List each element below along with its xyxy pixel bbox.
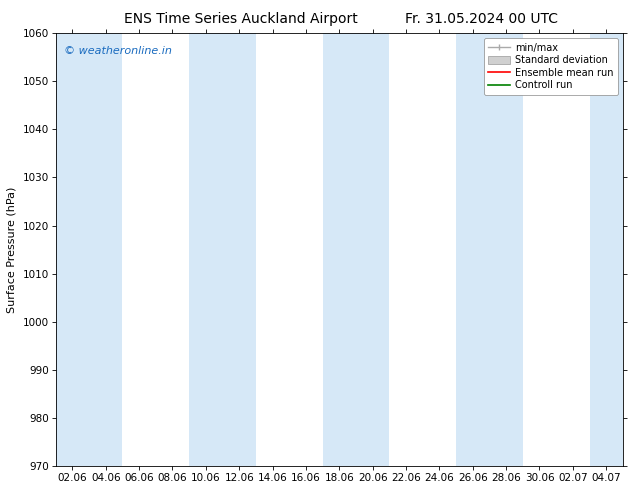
Bar: [590, 33, 623, 466]
Bar: [56, 33, 122, 466]
Bar: [189, 33, 256, 466]
Legend: min/max, Standard deviation, Ensemble mean run, Controll run: min/max, Standard deviation, Ensemble me…: [484, 38, 618, 95]
Text: © weatheronline.in: © weatheronline.in: [64, 46, 172, 56]
Y-axis label: Surface Pressure (hPa): Surface Pressure (hPa): [7, 187, 17, 313]
Bar: [456, 33, 523, 466]
Text: Fr. 31.05.2024 00 UTC: Fr. 31.05.2024 00 UTC: [405, 12, 559, 26]
Bar: [323, 33, 389, 466]
Text: ENS Time Series Auckland Airport: ENS Time Series Auckland Airport: [124, 12, 358, 26]
